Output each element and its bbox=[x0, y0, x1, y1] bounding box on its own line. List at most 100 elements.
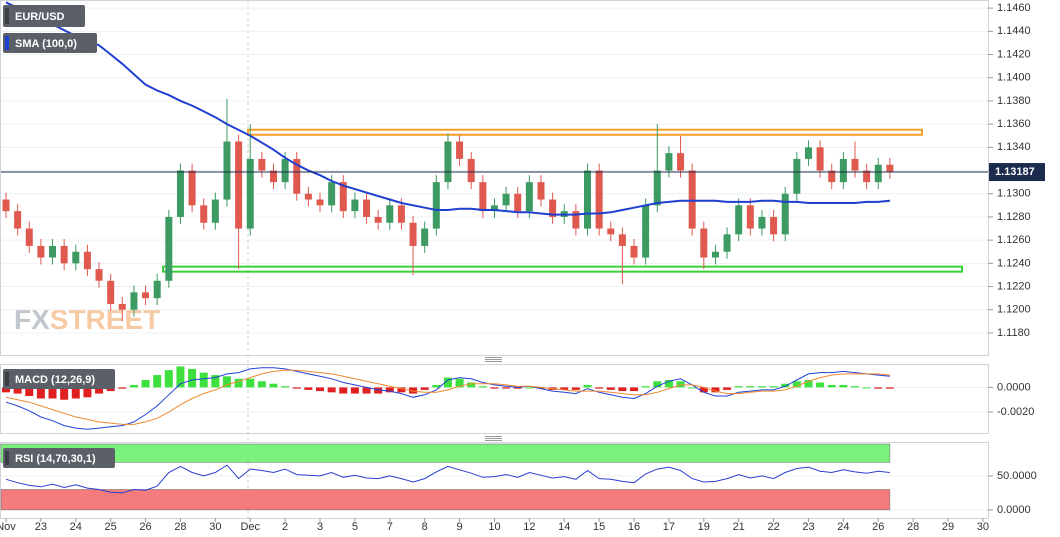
macd-histogram-bar bbox=[885, 387, 894, 389]
candle-body bbox=[421, 228, 429, 246]
macd-histogram-bar bbox=[95, 387, 104, 394]
x-tick-label: 19 bbox=[698, 521, 710, 533]
candle-body bbox=[246, 158, 254, 229]
candle-body bbox=[653, 170, 661, 206]
macd-histogram-bar bbox=[327, 387, 336, 393]
x-tick-label: 28 bbox=[907, 521, 919, 533]
macd-histogram-bar bbox=[13, 387, 22, 394]
macd-histogram-bar bbox=[71, 387, 80, 399]
candle-body bbox=[142, 292, 150, 299]
macd-histogram-bar bbox=[850, 386, 859, 388]
watermark: FXSTREET bbox=[14, 304, 160, 335]
rsi-band bbox=[0, 443, 891, 463]
candle-body bbox=[432, 182, 440, 229]
candle-body bbox=[211, 199, 219, 223]
candle-body bbox=[816, 147, 824, 171]
macd-histogram-bar bbox=[618, 387, 627, 392]
macd-histogram-bar bbox=[141, 380, 150, 388]
candle-body bbox=[2, 199, 10, 212]
macd-histogram-bar bbox=[734, 386, 743, 388]
candle-body bbox=[200, 205, 208, 223]
macd-label: MACD (12,26,9) bbox=[15, 374, 95, 386]
macd-histogram-bar bbox=[536, 387, 545, 389]
candle-body bbox=[665, 153, 673, 171]
macd-histogram-bar bbox=[164, 370, 173, 388]
macd-histogram-bar bbox=[362, 387, 371, 394]
candle-body bbox=[607, 228, 615, 235]
badge bbox=[3, 369, 115, 389]
macd-histogram-bar bbox=[374, 387, 383, 394]
macd-histogram-bar bbox=[350, 387, 359, 394]
macd-histogram-bar bbox=[595, 387, 604, 389]
candle-body bbox=[153, 280, 161, 299]
y-tick-label: 0.0000 bbox=[997, 504, 1031, 516]
candle-body bbox=[60, 245, 68, 264]
badge bbox=[3, 33, 97, 53]
badge-stripe bbox=[5, 451, 9, 465]
x-tick-label: 26 bbox=[872, 521, 884, 533]
macd-histogram-bar bbox=[409, 387, 418, 394]
watermark-street: STREET bbox=[50, 304, 160, 335]
macd-histogram-bar bbox=[222, 376, 231, 388]
y-tick-label: 1.1400 bbox=[997, 72, 1031, 84]
x-tick-label: 23 bbox=[35, 521, 47, 533]
candle-body bbox=[269, 170, 277, 183]
y-tick-label: 1.1300 bbox=[997, 188, 1031, 200]
x-tick-label: 21 bbox=[733, 521, 745, 533]
candle-body bbox=[25, 228, 33, 246]
x-tick-label: 7 bbox=[387, 521, 393, 533]
candle-body bbox=[828, 170, 836, 183]
y-tick-label: 1.1380 bbox=[997, 95, 1031, 107]
rsi-label: RSI (14,70,30,1) bbox=[15, 453, 96, 465]
candle-body bbox=[281, 158, 289, 183]
y-tick-label: 0.0000 bbox=[997, 381, 1031, 393]
last-price-label: 1.13187 bbox=[995, 166, 1035, 178]
y-tick-label: 1.1260 bbox=[997, 234, 1031, 246]
level-box bbox=[162, 265, 963, 273]
candle-body bbox=[514, 193, 522, 212]
rsi-line bbox=[5, 464, 890, 494]
y-tick-label: 1.1460 bbox=[997, 2, 1031, 14]
candle-body bbox=[630, 245, 638, 258]
candle-body bbox=[95, 269, 103, 281]
candle-body bbox=[886, 164, 894, 173]
candle-body bbox=[700, 228, 708, 258]
candle-body bbox=[37, 245, 45, 258]
macd-histogram-bar bbox=[420, 387, 429, 390]
macd-histogram-bar bbox=[153, 375, 162, 388]
macd-histogram-bar bbox=[769, 386, 778, 388]
macd-histogram-bar bbox=[188, 368, 197, 388]
macd-histogram-bar bbox=[176, 366, 185, 388]
macd-histogram-bar bbox=[257, 381, 266, 388]
legend-badges: EUR/USD SMA (100,0) MACD (12,26,9) RSI (… bbox=[3, 5, 115, 468]
macd-histogram-bar bbox=[467, 382, 476, 388]
y-tick-label: 1.1280 bbox=[997, 211, 1031, 223]
x-tick-label: 8 bbox=[422, 521, 428, 533]
watermark-fx: FX bbox=[14, 304, 50, 335]
candle-body bbox=[595, 170, 603, 229]
macd-histogram-bar bbox=[816, 382, 825, 388]
candle-body bbox=[14, 211, 22, 229]
candle-body bbox=[409, 222, 417, 246]
macd-histogram-bar bbox=[292, 387, 301, 389]
macd-histogram-bar bbox=[118, 387, 127, 389]
candle-body bbox=[188, 170, 196, 206]
y-tick-label: -0.0020 bbox=[997, 406, 1034, 418]
candle-body bbox=[118, 303, 126, 310]
macd-panel bbox=[0, 364, 989, 434]
macd-histogram-bar bbox=[513, 387, 522, 389]
candle-body bbox=[735, 205, 743, 235]
macd-histogram-bar bbox=[502, 387, 511, 389]
macd-histogram-bar bbox=[653, 381, 662, 388]
candle-body bbox=[316, 199, 324, 206]
candle-body bbox=[874, 164, 882, 183]
macd-histogram-bar bbox=[804, 380, 813, 388]
x-tick-label: 23 bbox=[802, 521, 814, 533]
macd-histogram-bar bbox=[746, 386, 755, 388]
macd-histogram-bar bbox=[827, 384, 836, 388]
resize-handles bbox=[485, 357, 502, 441]
macd-histogram-bar bbox=[699, 387, 708, 393]
macd-histogram-bar bbox=[606, 387, 615, 390]
y-tick-label: 1.1180 bbox=[997, 327, 1030, 339]
